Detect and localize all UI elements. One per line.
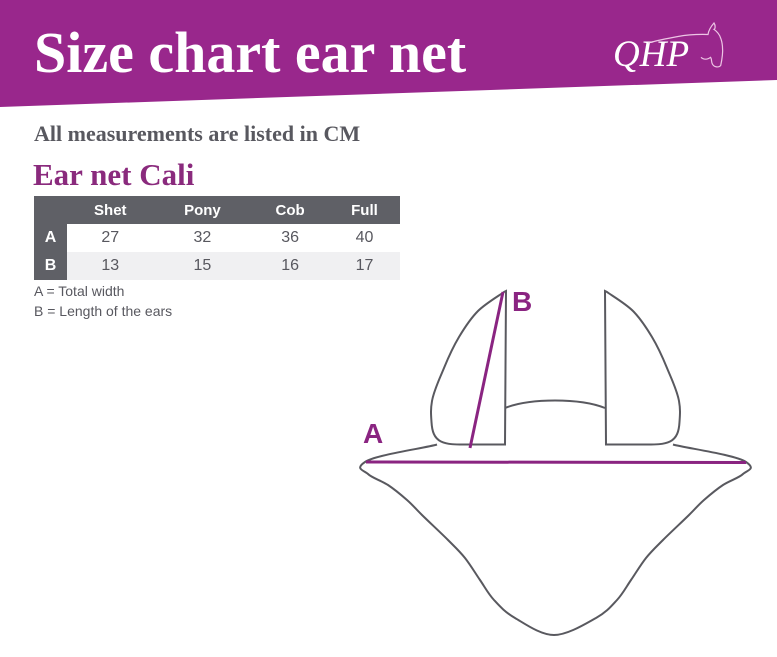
svg-text:A: A — [363, 418, 383, 449]
svg-text:B: B — [512, 286, 532, 317]
